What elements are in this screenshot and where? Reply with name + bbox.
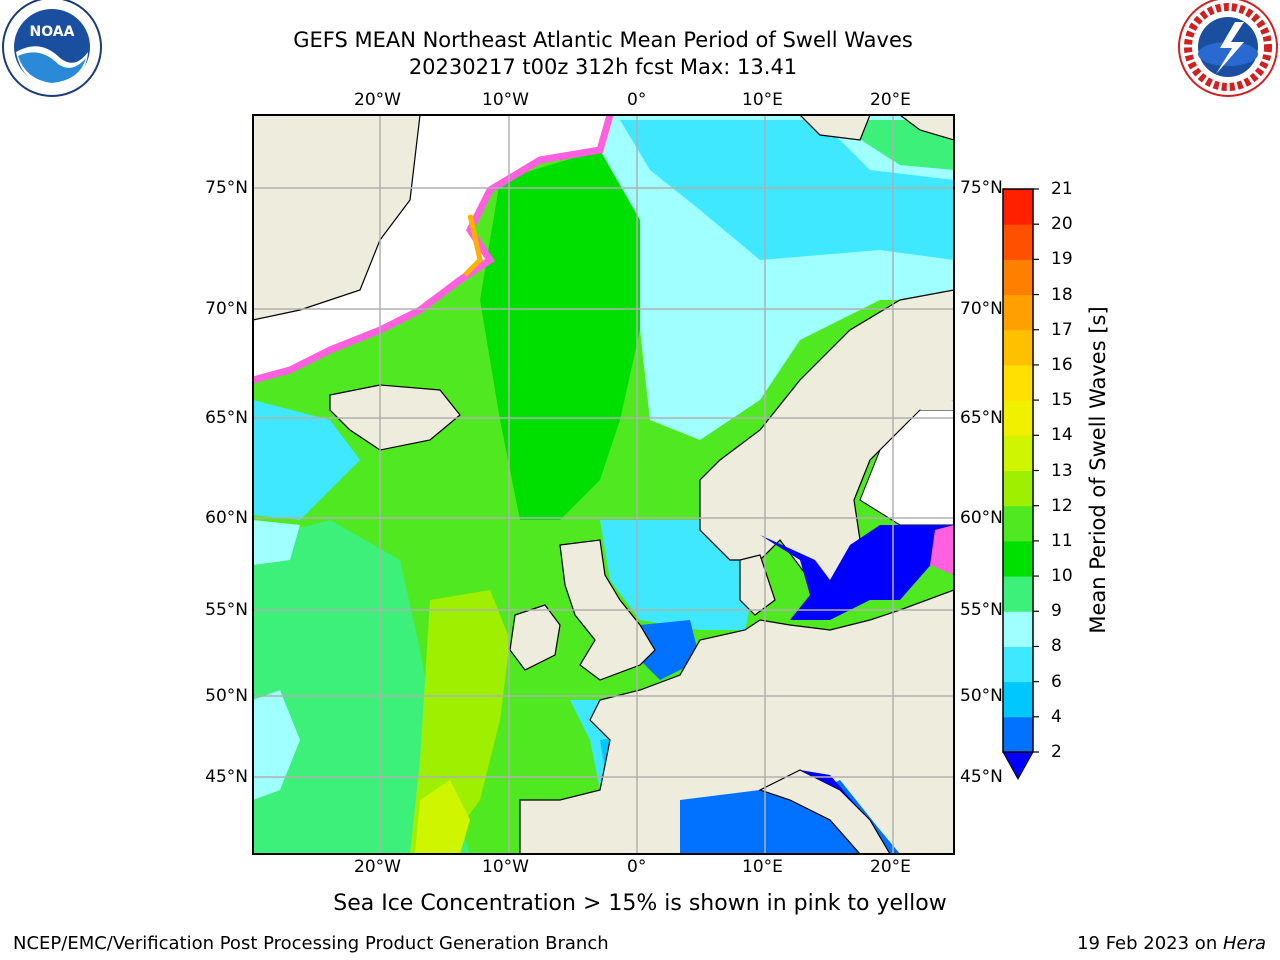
colorbar-tick-label: 15 [1051,390,1073,411]
host-name: Hera [1222,933,1266,954]
svalbard [799,115,871,141]
lat-tick-label-right: 45°N [960,767,1003,787]
colorbar-title: Mean Period of Swell Waves [s] [1086,306,1110,634]
lon-tick-label-top: 0° [627,90,647,110]
colorbar-segment [1003,400,1033,436]
colorbar-tick-label: 11 [1051,530,1073,551]
colorbar-tick-label: 9 [1051,601,1062,622]
colorbar-segment [1003,646,1033,683]
lon-tick-label-top: 20°E [870,90,911,110]
colorbar-tick-label: 18 [1051,284,1073,305]
colorbar-tick-label: 4 [1051,706,1062,727]
lat-tick-label-right: 50°N [960,686,1003,706]
colorbar-segment [1003,189,1033,225]
lat-tick-label-left: 60°N [205,508,248,528]
swell-zone-12-13 [410,590,510,854]
lat-tick-label-right: 75°N [960,178,1003,198]
colorbar-tick-label: 8 [1051,636,1062,657]
lon-tick-label-top: 10°E [742,90,783,110]
swell-zone-10-11 [480,150,640,520]
colorbar-segment [1003,435,1033,471]
sea-ice-note: Sea Ice Concentration > 15% is shown in … [333,891,947,916]
colorbar-segment [1003,294,1033,331]
colorbar-tick-label: 21 [1051,179,1073,199]
baltic-sea [760,525,954,620]
map-frame [252,114,955,855]
colorbar-tick-label: 10 [1051,566,1073,587]
colorbar-tick-label: 19 [1051,249,1073,270]
lat-tick-label-right: 55°N [960,600,1003,620]
colorbar-segment [1003,505,1033,542]
lat-tick-label-right: 65°N [960,408,1003,428]
date-stamp: 19 Feb 2023 on Hera [1077,933,1266,954]
date-prefix: 19 Feb 2023 on [1077,933,1223,954]
lon-tick-label-bottom: 10°W [482,857,529,877]
lat-tick-label-left: 70°N [205,299,248,319]
credit-text: NCEP/EMC/Verification Post Processing Pr… [13,933,609,954]
colorbar-tick-label: 16 [1051,354,1073,375]
colorbar-under-extension [1002,751,1034,781]
ireland [509,604,561,671]
colorbar-segment [1003,611,1033,647]
lon-tick-label-bottom: 20°E [870,857,911,877]
colorbar-tick-label: 12 [1051,495,1073,516]
colorbar-segment [1003,329,1033,366]
lat-tick-label-left: 65°N [205,408,248,428]
lat-tick-label-left: 50°N [205,686,248,706]
colorbar-tick-label: 17 [1051,319,1073,340]
colorbar-tick-label: 13 [1051,460,1073,481]
greenland [253,115,421,321]
graticule [253,115,954,854]
colorbar-segment [1003,470,1033,507]
colorbar-segment [1003,224,1033,260]
colorbar-tick-label: 14 [1051,425,1073,446]
colorbar-tick-label: 6 [1051,671,1062,692]
lat-tick-label-right: 70°N [960,299,1003,319]
lon-tick-label-bottom: 0° [627,857,647,877]
lat-tick-label-right: 60°N [960,508,1003,528]
colorbar-segment [1003,716,1033,753]
lon-tick-label-top: 20°W [354,90,401,110]
swell-zone-6-8 [253,400,360,520]
colorbar-segment [1003,540,1033,577]
colorbar-tick-label: 2 [1051,742,1062,762]
lat-tick-label-left: 45°N [205,767,248,787]
lon-tick-label-top: 10°W [482,90,529,110]
chart-title: GEFS MEAN Northeast Atlantic Mean Period… [293,28,913,52]
colorbar-tick-label: 20 [1051,214,1073,235]
chart-subtitle: 20230217 t00z 312h fcst Max: 13.41 [408,55,798,79]
lon-tick-label-bottom: 20°W [354,857,401,877]
lat-tick-label-left: 75°N [205,178,248,198]
sea-ice-edge [253,115,614,384]
colorbar-segment [1003,364,1033,401]
lat-tick-label-left: 55°N [205,600,248,620]
colorbar-segment [1003,576,1033,612]
lon-tick-label-bottom: 10°E [742,857,783,877]
swell-zone-9-10 [253,520,470,854]
colorbar-segment [1003,259,1033,296]
colorbar [1002,188,1039,781]
colorbar-segment [1003,681,1033,718]
